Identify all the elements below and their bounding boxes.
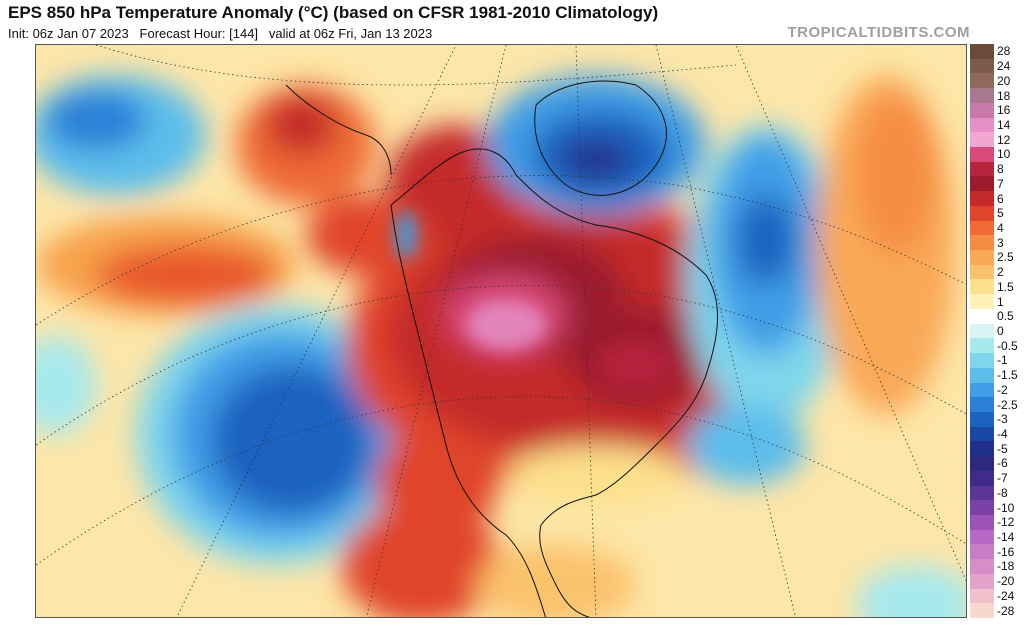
legend-swatch [970, 367, 994, 383]
legend-swatch [970, 73, 994, 89]
legend-label: -2.5 [997, 397, 1018, 412]
legend-swatch [970, 250, 994, 266]
legend-label: 4 [997, 220, 1004, 235]
legend-label: 18 [997, 88, 1011, 103]
legend-swatch [970, 264, 994, 280]
legend-swatch [970, 294, 994, 310]
legend-swatch [970, 485, 994, 501]
legend-swatch [970, 456, 994, 472]
legend-label: -1.5 [997, 368, 1018, 383]
legend-swatch [970, 397, 994, 413]
legend-label: 1 [997, 294, 1004, 309]
legend-swatch [970, 514, 994, 531]
legend-swatch [970, 323, 994, 339]
legend-swatch [970, 441, 994, 457]
legend-swatch [970, 544, 994, 560]
legend-swatch [970, 426, 994, 442]
legend-label: -8 [997, 485, 1008, 500]
legend-label: -12 [997, 515, 1015, 530]
legend-label: -3 [997, 412, 1008, 427]
legend-label: 8 [997, 162, 1004, 177]
map-title: EPS 850 hPa Temperature Anomaly (°C) (ba… [8, 3, 659, 22]
coastlines [285, 80, 718, 617]
legend-label: -0.5 [997, 338, 1018, 353]
legend-swatch [970, 338, 994, 354]
legend-label: 16 [997, 103, 1011, 118]
legend-swatch [970, 235, 994, 251]
legend-label: -6 [997, 456, 1008, 471]
legend-swatch [970, 573, 994, 590]
legend-swatch [970, 382, 994, 398]
graticule [36, 45, 966, 617]
legend-swatch [970, 161, 994, 177]
legend-label: 6 [997, 191, 1004, 206]
legend-swatch [970, 353, 994, 369]
legend-swatch [970, 470, 994, 487]
brand-watermark: TROPICALTIDBITS.COM [787, 24, 970, 41]
legend-swatch [970, 205, 994, 222]
legend-swatch [970, 308, 994, 325]
legend-label: 10 [997, 147, 1011, 162]
legend-swatch [970, 603, 994, 619]
legend-label: 5 [997, 206, 1004, 221]
legend-label: 7 [997, 176, 1004, 191]
anomaly-field [36, 75, 966, 617]
legend-label: -24 [997, 588, 1015, 603]
legend-swatch [970, 588, 994, 604]
init-time: Init: 06z Jan 07 2023 [8, 26, 129, 41]
legend-swatch [970, 529, 994, 545]
legend-swatch [970, 279, 994, 295]
legend-label: -1 [997, 353, 1008, 368]
legend-swatch [970, 147, 994, 163]
legend-label: 3 [997, 235, 1004, 250]
legend-swatch [970, 117, 994, 133]
legend-label: 28 [997, 44, 1011, 59]
legend-label: -28 [997, 603, 1015, 618]
legend-swatch [970, 220, 994, 236]
legend-label: -7 [997, 471, 1008, 486]
legend-swatch [970, 411, 994, 428]
legend-swatch [970, 176, 994, 192]
legend-swatch [970, 44, 994, 60]
legend-label: -14 [997, 530, 1015, 545]
legend-swatch [970, 102, 994, 119]
forecast-hour: Forecast Hour: [144] [139, 26, 259, 41]
legend-label: 1.5 [997, 279, 1014, 294]
legend-swatch [970, 88, 994, 104]
map-canvas [36, 45, 966, 617]
legend-label: -5 [997, 441, 1008, 456]
legend-swatch [970, 500, 994, 516]
legend-label: 14 [997, 117, 1011, 132]
legend-label: 24 [997, 59, 1011, 74]
legend-label: -18 [997, 559, 1015, 574]
legend-label: 20 [997, 73, 1011, 88]
legend-label: -2 [997, 382, 1008, 397]
legend-label: -10 [997, 500, 1015, 515]
legend-label: 0.5 [997, 309, 1014, 324]
legend-swatch [970, 191, 994, 207]
legend-swatch [970, 559, 994, 575]
legend-colorbar [970, 44, 994, 619]
legend-label: -4 [997, 427, 1008, 442]
legend-label: 2 [997, 265, 1004, 280]
legend-swatch [970, 132, 994, 148]
legend-label: 12 [997, 132, 1011, 147]
legend-label: -16 [997, 544, 1015, 559]
map-subtitle: Init: 06z Jan 07 2023 Forecast Hour: [14… [8, 26, 432, 41]
legend-label: 0 [997, 324, 1004, 338]
legend-swatch [970, 58, 994, 74]
legend-label: 2.5 [997, 250, 1014, 265]
anomaly-map [35, 44, 967, 618]
valid-time: valid at 06z Fri, Jan 13 2023 [268, 26, 433, 41]
legend-label: -20 [997, 574, 1015, 589]
